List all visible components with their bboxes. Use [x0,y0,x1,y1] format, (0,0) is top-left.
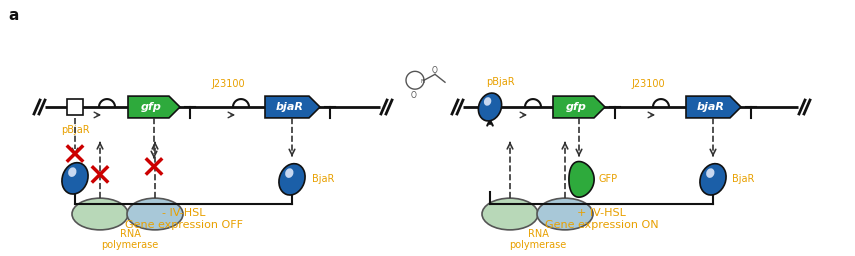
Text: RNA
polymerase: RNA polymerase [102,229,159,250]
Ellipse shape [127,198,183,230]
Text: gfp: gfp [141,102,162,112]
Ellipse shape [482,198,538,230]
Ellipse shape [484,97,492,106]
Ellipse shape [279,164,305,195]
Text: BjaR: BjaR [732,174,754,184]
Text: pBjaR: pBjaR [61,125,89,135]
Text: Gene expression OFF: Gene expression OFF [125,220,243,230]
Polygon shape [686,96,741,118]
Text: gfp: gfp [566,102,587,112]
Text: O: O [432,66,438,75]
Bar [67,99,83,115]
Text: - IV-HSL: - IV-HSL [162,208,205,218]
Text: J23100: J23100 [211,79,245,89]
Ellipse shape [68,167,76,177]
Ellipse shape [62,163,88,194]
Ellipse shape [537,198,593,230]
Ellipse shape [700,164,726,195]
Text: bjaR: bjaR [276,102,304,112]
Polygon shape [553,96,605,118]
Text: GFP: GFP [598,174,617,184]
Text: pBjaR: pBjaR [486,77,515,87]
Polygon shape [128,96,180,118]
Text: a: a [8,8,18,23]
Ellipse shape [72,198,128,230]
Text: bjaR: bjaR [697,102,725,112]
Text: J23100: J23100 [631,79,665,89]
Polygon shape [265,96,320,118]
Ellipse shape [479,93,502,121]
Text: N: N [421,79,425,84]
Ellipse shape [285,168,293,178]
Text: BjaR: BjaR [312,174,334,184]
Text: Gene expression ON: Gene expression ON [545,220,658,230]
Ellipse shape [706,168,715,178]
Text: + IV-HSL: + IV-HSL [577,208,626,218]
Text: O: O [411,91,417,100]
Polygon shape [569,162,594,197]
Text: RNA
polymerase: RNA polymerase [510,229,567,250]
